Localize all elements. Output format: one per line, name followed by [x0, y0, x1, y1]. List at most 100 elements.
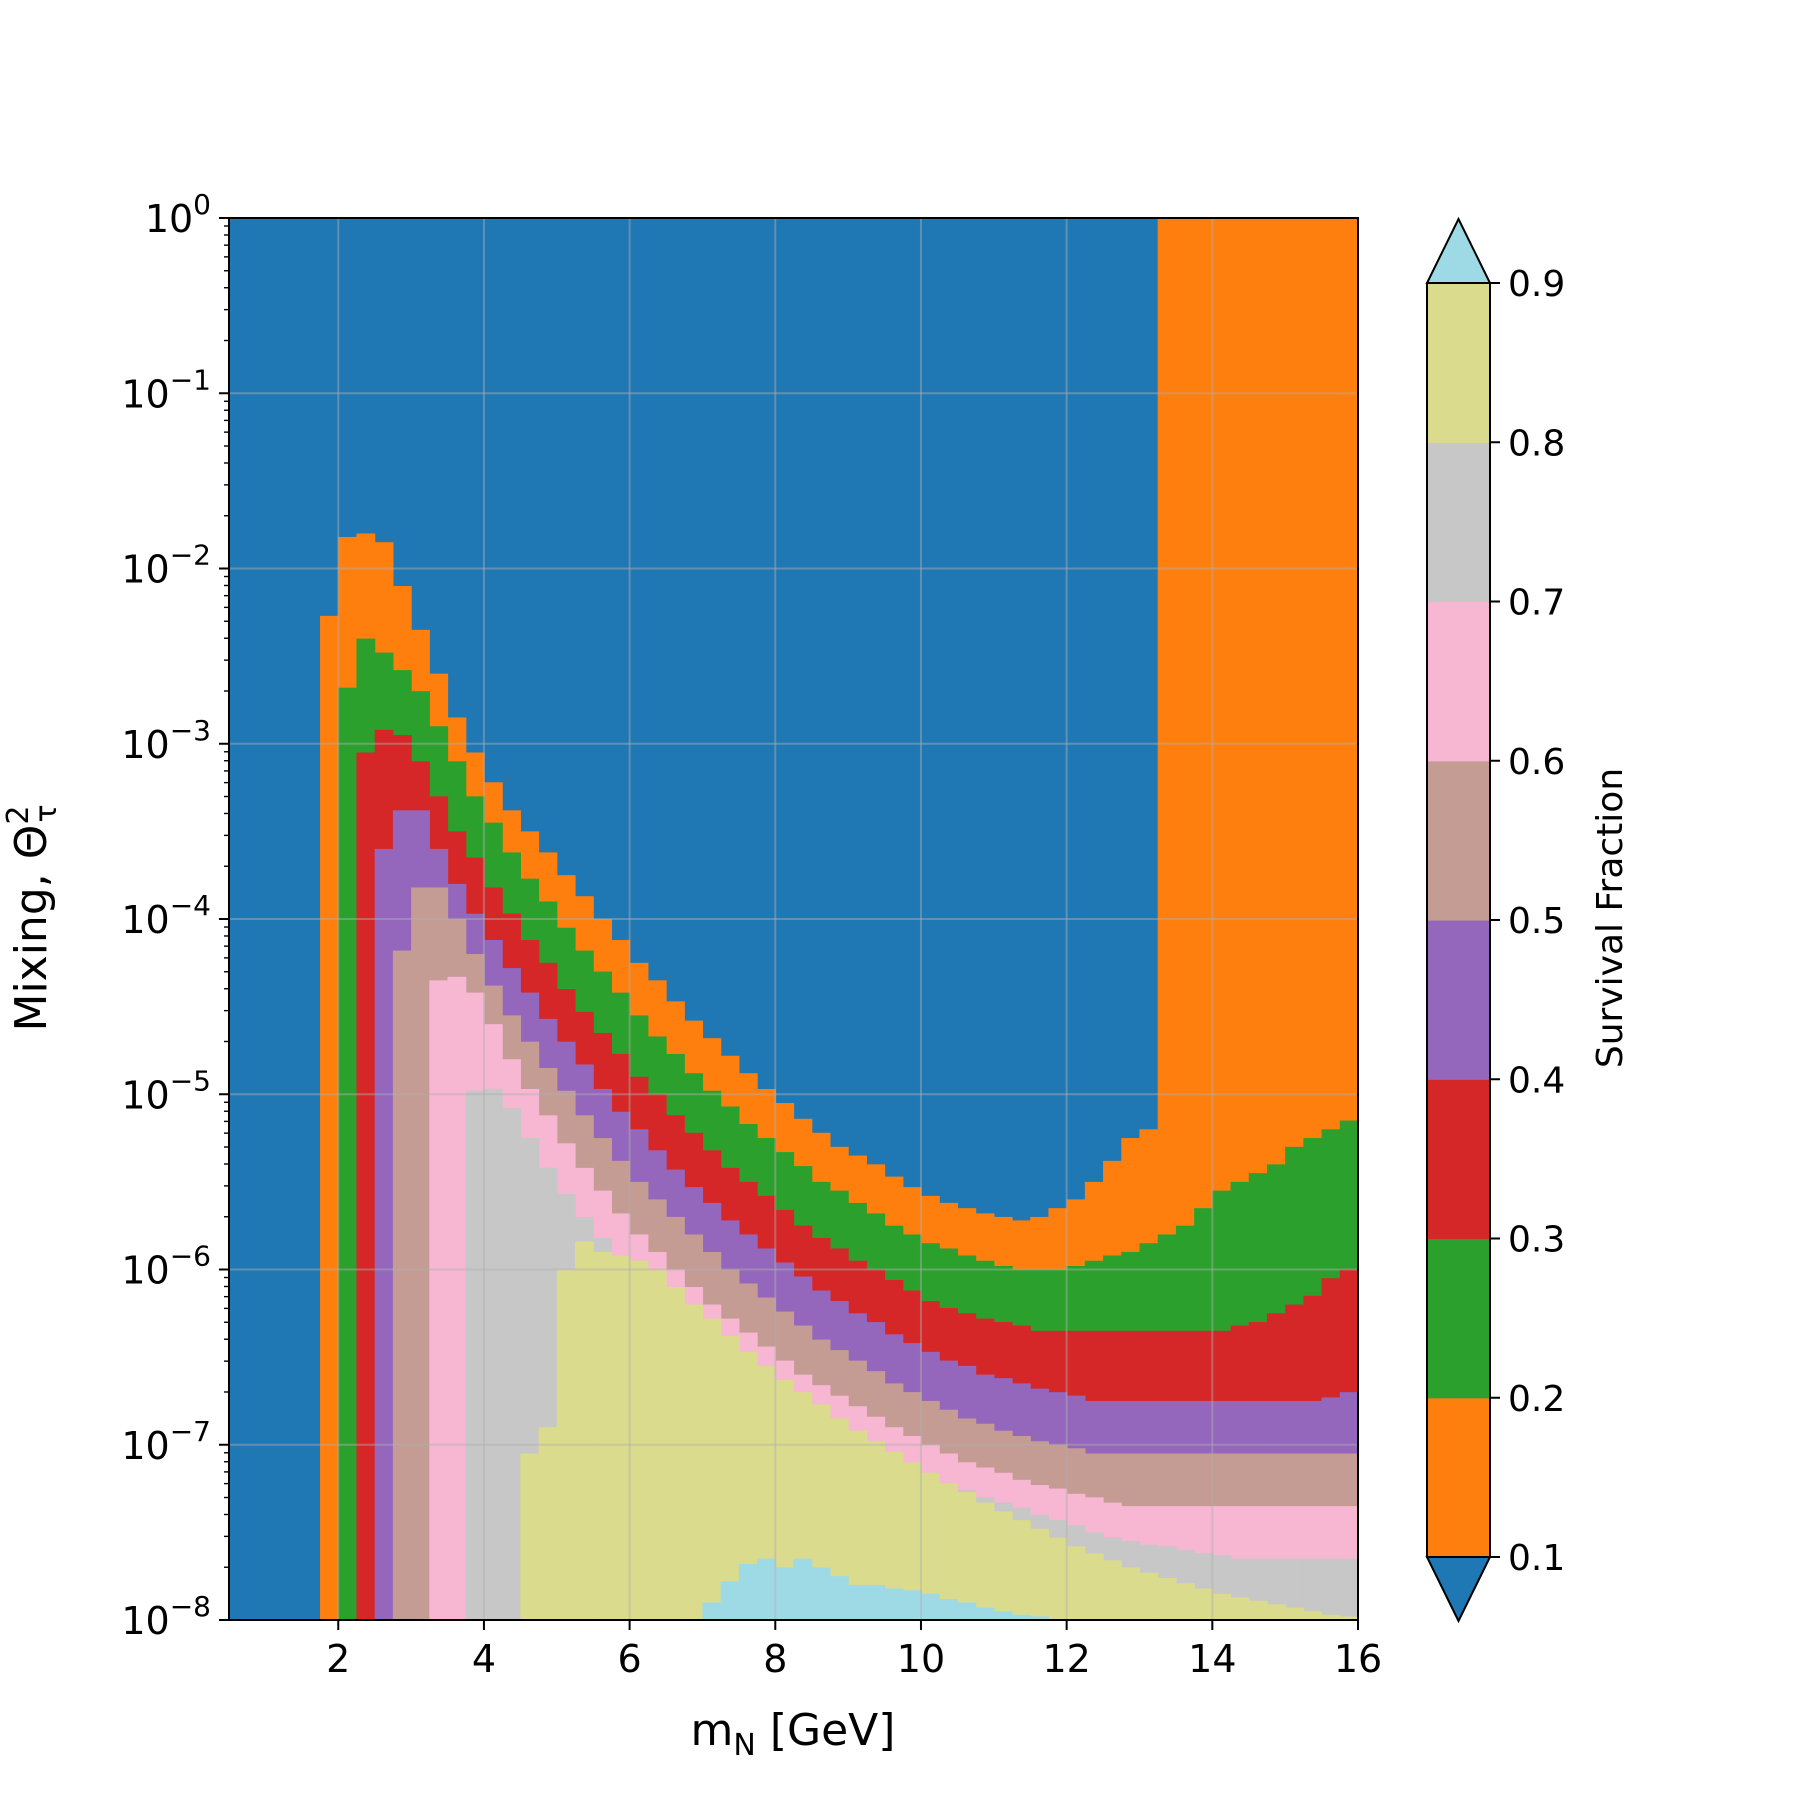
- heatmap-cell-0.8: [611, 1255, 631, 1620]
- heatmap-cell-0.7: [1321, 1558, 1341, 1620]
- colorbar-segment: [1427, 1238, 1490, 1399]
- heatmap-cell-0.8: [902, 1462, 922, 1620]
- colorbar: 0.1 0.2 0.3 0.4 0.5 0.6 0.7 0.8 0.9: [1425, 216, 1565, 1624]
- heatmap-cell-0.8: [1121, 1567, 1141, 1620]
- colorbar-extend-min: [1425, 1556, 1492, 1624]
- heatmap-cell-0.7: [1303, 1558, 1323, 1620]
- heatmap-cell-0.9: [757, 1558, 776, 1620]
- heatmap-cell-0.7: [483, 1088, 503, 1620]
- heatmap-cell-0.8: [629, 1260, 649, 1620]
- heatmap-cell-0.9: [993, 1611, 1013, 1620]
- heatmap-cell-0.8: [993, 1511, 1013, 1620]
- heatmap-cell-0.8: [574, 1241, 594, 1620]
- heatmap-cell-0.9: [793, 1558, 813, 1620]
- colorbar-tick-label: 0.1: [1508, 1538, 1565, 1579]
- y-tick-label: 10−5: [121, 1064, 211, 1117]
- y-tick-label: 10−7: [121, 1415, 211, 1468]
- colorbar-tick-label: 0.9: [1508, 264, 1565, 305]
- y-tick-label: 10−4: [121, 889, 211, 942]
- y-axis-ticks: 100 10−1 10−2 10−3 10−4 10−5 10−6 10−7 10−8: [121, 188, 229, 1643]
- x-tick-label: 6: [618, 1637, 642, 1681]
- heatmap-cell-0.9: [884, 1588, 904, 1620]
- heatmap-cell-0.3: [356, 752, 376, 1620]
- y-tick-label: 100: [145, 188, 211, 241]
- heatmap-cell-0.7: [1339, 1558, 1358, 1620]
- heatmap-cell-0.8: [1230, 1597, 1250, 1620]
- heatmap-cell-0.8: [538, 1427, 558, 1620]
- heatmap-cell-0.5: [411, 887, 430, 1620]
- heatmap-cell-0.7: [1285, 1558, 1304, 1620]
- colorbar-tick-label: 0.3: [1508, 1220, 1565, 1261]
- heatmap-cell-0.9: [975, 1607, 995, 1620]
- heatmap-cell-0.8: [975, 1502, 995, 1620]
- heatmap-cell-0.9: [738, 1563, 758, 1620]
- x-axis-ticks: 2 4 6 8 10 12 14 16: [326, 1620, 1382, 1681]
- heatmap-cell-0.8: [1303, 1611, 1323, 1620]
- heatmap-cell-0.8: [1157, 1577, 1177, 1620]
- heatmap-cell-0.8: [957, 1492, 977, 1620]
- colorbar-segment: [1427, 283, 1490, 443]
- heatmap-cell-0.8: [1339, 1616, 1358, 1620]
- y-tick-label: 10−6: [121, 1240, 211, 1293]
- y-tick-label: 10−2: [121, 539, 211, 592]
- heatmap-cell-0.8: [829, 1418, 849, 1620]
- colorbar-tick-label: 0.7: [1508, 583, 1565, 624]
- plot-area: 2 4 6 8 10 12 14 16 100 10−1 10−2 10−3 10−4 10−5 10−6…: [121, 188, 1382, 1681]
- colorbar-segment: [1427, 601, 1490, 762]
- heatmap-cell-0.8: [593, 1251, 612, 1620]
- colorbar-segment: [1427, 442, 1490, 603]
- x-tick-label: 2: [326, 1637, 350, 1681]
- heatmap-cell-0.6: [429, 980, 449, 1620]
- y-tick-label: 10−3: [121, 714, 211, 767]
- heatmap-cell-0.8: [848, 1430, 867, 1620]
- heatmap-cell-0.8: [702, 1318, 722, 1620]
- x-tick-label: 10: [897, 1637, 945, 1681]
- colorbar-tick-label: 0.5: [1508, 901, 1565, 942]
- y-tick-label: 10−8: [121, 1590, 211, 1643]
- heatmap-cell-0.8: [1030, 1528, 1050, 1620]
- heatmap-cell-0.9: [866, 1584, 886, 1620]
- grid: [229, 218, 1359, 1620]
- x-tick-label: 16: [1334, 1637, 1382, 1681]
- heatmap-cell-0.9: [775, 1567, 795, 1620]
- heatmap-cell-0.8: [939, 1483, 958, 1620]
- heatmap-cell-0.9: [829, 1576, 849, 1620]
- colorbar-segment: [1427, 1079, 1490, 1240]
- heatmap-cells: [320, 218, 1358, 1620]
- heatmap-cell-0.9: [811, 1567, 831, 1620]
- heatmap-cell-0.8: [1084, 1553, 1104, 1620]
- heatmap-cell-0.8: [884, 1451, 904, 1620]
- x-axis-label: mN [GeV]: [691, 1705, 896, 1763]
- heatmap-cell-0.7: [465, 1090, 485, 1620]
- heatmap-cell-0.9: [848, 1584, 867, 1620]
- heatmap-cell-0.8: [1321, 1614, 1341, 1620]
- colorbar-label: Survival Fraction: [1590, 768, 1631, 1068]
- heatmap-cell-0.8: [1012, 1520, 1031, 1620]
- y-axis-label: Mixing, Θ2τ: [1, 804, 64, 1031]
- colorbar-segment: [1427, 1397, 1490, 1558]
- x-tick-label: 14: [1188, 1637, 1236, 1681]
- heatmap-cell-0.8: [556, 1269, 576, 1620]
- heatmap-cell-0.9: [939, 1598, 958, 1620]
- heatmap-cell-0.8: [520, 1453, 540, 1620]
- heatmap-cell-0.8: [775, 1379, 795, 1620]
- y-tick-label: 10−1: [121, 363, 211, 416]
- heatmap-cell-0.8: [647, 1269, 667, 1620]
- heatmap-cell-0.8: [1212, 1593, 1232, 1620]
- colorbar-segment: [1427, 760, 1490, 921]
- heatmap-cell-0.6: [447, 976, 467, 1620]
- heatmap-cell-0.9: [957, 1602, 977, 1620]
- heatmap-cell-0.8: [1175, 1583, 1195, 1620]
- x-tick-label: 4: [472, 1637, 496, 1681]
- heatmap-cell-0.9: [720, 1581, 740, 1620]
- heatmap-cell-0.8: [757, 1365, 776, 1620]
- colorbar-tick-label: 0.2: [1508, 1379, 1565, 1420]
- heatmap-cell-0.8: [1285, 1607, 1304, 1620]
- heatmap-cell-0.7: [502, 1108, 521, 1620]
- heatmap-cell-0.9: [1012, 1614, 1031, 1620]
- heatmap-cell-0.8: [1266, 1604, 1286, 1620]
- heatmap-cell-0.5: [392, 950, 412, 1620]
- heatmap-cell-0.8: [1048, 1537, 1068, 1620]
- heatmap-cell-0.9: [920, 1593, 940, 1620]
